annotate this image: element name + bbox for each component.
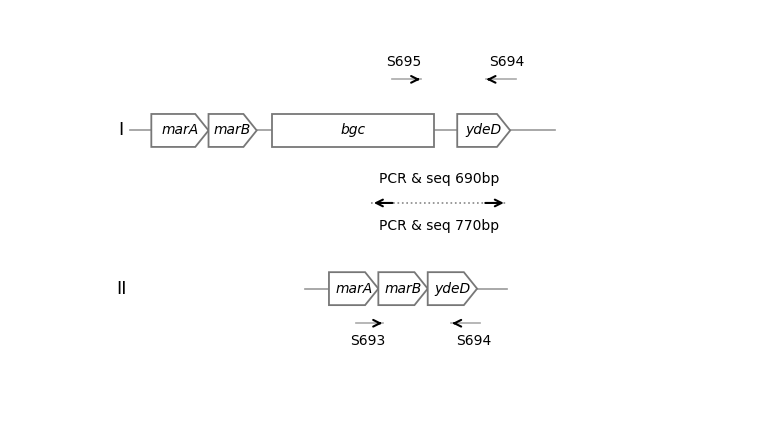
Polygon shape xyxy=(378,272,427,305)
Text: marA: marA xyxy=(335,282,372,296)
Polygon shape xyxy=(152,114,208,147)
Text: ydeD: ydeD xyxy=(434,282,470,296)
Text: marB: marB xyxy=(214,123,251,137)
Text: I: I xyxy=(119,122,124,140)
Text: S694: S694 xyxy=(456,334,491,348)
Text: S695: S695 xyxy=(387,55,422,69)
Polygon shape xyxy=(208,114,256,147)
Text: S693: S693 xyxy=(350,334,385,348)
Polygon shape xyxy=(329,272,378,305)
Text: marA: marA xyxy=(162,123,199,137)
Text: bgc: bgc xyxy=(340,123,366,137)
Polygon shape xyxy=(272,114,434,147)
Text: ydeD: ydeD xyxy=(465,123,502,137)
Polygon shape xyxy=(457,114,510,147)
Text: PCR & seq 690bp: PCR & seq 690bp xyxy=(379,172,500,187)
Polygon shape xyxy=(427,272,477,305)
Text: II: II xyxy=(116,279,127,297)
Text: PCR & seq 770bp: PCR & seq 770bp xyxy=(379,220,500,233)
Text: S694: S694 xyxy=(489,55,524,69)
Text: marB: marB xyxy=(385,282,422,296)
